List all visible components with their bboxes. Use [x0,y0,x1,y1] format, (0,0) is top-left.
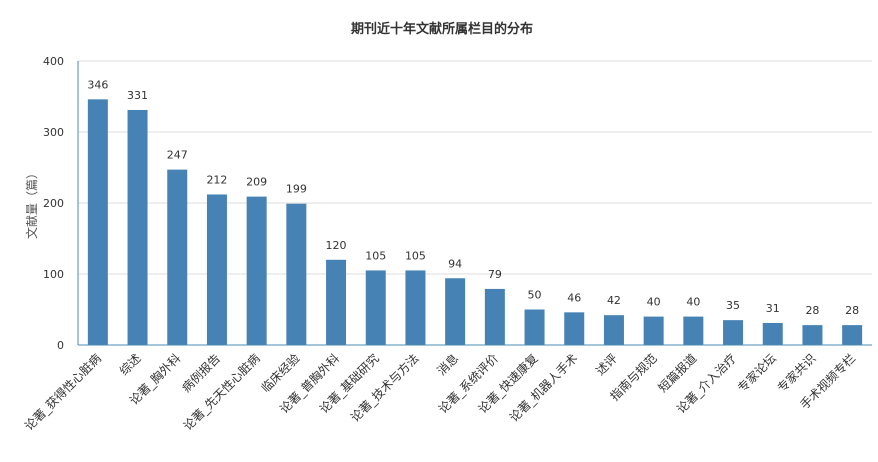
axes [77,61,872,346]
bar[interactable] [683,316,704,345]
bar[interactable] [842,325,863,345]
grid-lines [78,60,872,275]
bar-value-label: 209 [246,176,267,189]
bar[interactable] [405,270,426,345]
x-tick-label: 综述 [117,351,144,378]
x-tick-label: 论著_先天性心脏病 [180,351,263,434]
bar[interactable] [445,278,466,345]
bar[interactable] [723,320,744,345]
bar-value-label: 28 [845,304,859,317]
bar[interactable] [167,169,188,345]
bar[interactable] [762,322,783,345]
y-axis-title: 文献量（篇） [24,167,39,239]
bar-value-label: 28 [805,304,819,317]
x-tick-label: 消息 [434,351,462,379]
bar[interactable] [127,109,148,346]
bar[interactable] [87,99,108,345]
bar[interactable] [802,325,823,345]
bar-value-label: 346 [87,78,108,91]
x-tick-label: 论著_机器人手术 [507,351,581,425]
x-tick-label: 论著_获得性心脏病 [21,351,104,434]
bar-value-label: 31 [766,302,780,315]
bar[interactable] [286,203,307,345]
bar-value-label: 40 [686,296,700,309]
bar-value-label: 120 [326,239,347,252]
bar[interactable] [326,259,347,345]
bar-value-label: 40 [647,296,661,309]
x-tick-label: 论著_技术与方法 [347,351,421,425]
bar-value-label: 46 [567,291,581,304]
chart-title: 期刊近十年文献所属栏目的分布 [351,21,533,37]
bar[interactable] [365,270,386,345]
bars [87,99,863,346]
x-tick-label: 专家论坛 [734,351,779,396]
bar[interactable] [564,312,585,345]
bar-value-label: 50 [528,289,542,302]
bar-value-label: 42 [607,294,621,307]
bar[interactable] [603,315,624,345]
bar[interactable] [246,196,267,345]
bar[interactable] [206,194,227,345]
y-tick-label: 200 [43,197,64,210]
y-tick-label: 400 [43,55,64,68]
bar-value-label: 212 [206,173,227,186]
bar-value-label: 94 [448,257,462,270]
y-tick-label: 0 [57,339,64,352]
y-tick-label: 100 [43,268,64,281]
bar-value-label: 247 [167,149,188,162]
bar-value-label: 105 [405,249,426,262]
bar-value-label: 79 [488,268,502,281]
bar-value-label: 105 [365,249,386,262]
bar[interactable] [524,309,545,346]
bar-value-label: 35 [726,299,740,312]
bar-value-label: 199 [286,183,307,196]
bar[interactable] [643,316,664,345]
x-tick-label: 述评 [593,351,620,378]
bar-value-label: 331 [127,89,148,102]
y-tick-label: 300 [43,126,64,139]
bar[interactable] [484,288,505,345]
